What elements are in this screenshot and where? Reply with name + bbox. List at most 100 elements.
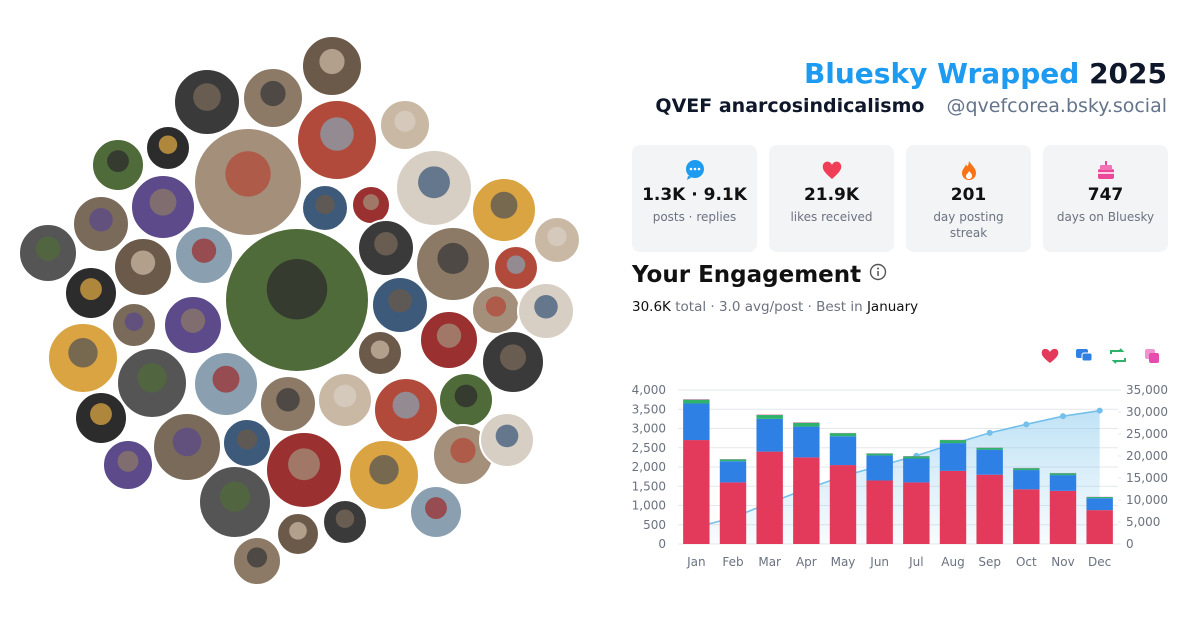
- avatar[interactable]: [517, 282, 575, 340]
- avatar-face: [289, 522, 307, 540]
- y-tick-label: 0: [658, 537, 666, 551]
- avatar-face: [333, 384, 357, 408]
- avatar[interactable]: [198, 465, 272, 539]
- total-label: total: [675, 299, 707, 315]
- avatar[interactable]: [102, 439, 154, 491]
- avatar[interactable]: [174, 225, 234, 285]
- avatar-face: [534, 295, 558, 319]
- avatar[interactable]: [242, 67, 304, 129]
- y-tick-label: 500: [643, 518, 666, 532]
- bar-segment: [1049, 490, 1077, 544]
- avatar[interactable]: [409, 485, 463, 539]
- bar-segment: [903, 458, 930, 483]
- y2-tick-label: 10,000: [1126, 493, 1168, 507]
- avatar[interactable]: [322, 499, 368, 545]
- avatar[interactable]: [111, 302, 157, 348]
- avatar[interactable]: [91, 138, 145, 192]
- avatar[interactable]: [379, 99, 431, 151]
- avatar[interactable]: [296, 99, 378, 181]
- avatar-face: [315, 194, 335, 215]
- avatar[interactable]: [163, 295, 223, 355]
- legend-glyph: [1110, 348, 1126, 364]
- icon: [1098, 161, 1114, 179]
- y2-tick-label: 25,000: [1126, 427, 1168, 441]
- brand: Bluesky Wrapped: [803, 57, 1080, 90]
- avatar[interactable]: [481, 330, 545, 394]
- profile: QVEF anarcosindicalismo @qvefcorea.bsky.s…: [655, 95, 1167, 117]
- legend-glyph: [1041, 348, 1059, 363]
- avatar[interactable]: [301, 35, 363, 97]
- avatar-face: [219, 481, 251, 512]
- avatar-face: [68, 338, 98, 368]
- y2-tick-label: 30,000: [1126, 405, 1168, 419]
- total: 30.6K: [632, 299, 671, 315]
- y-tick-label: 3,000: [632, 422, 666, 436]
- avatar-face: [137, 363, 167, 393]
- avatar[interactable]: [479, 412, 535, 468]
- avatar[interactable]: [301, 184, 349, 232]
- avatar[interactable]: [113, 237, 173, 297]
- avatar[interactable]: [351, 185, 391, 225]
- avatar[interactable]: [259, 375, 317, 433]
- avatar-face: [506, 255, 526, 274]
- stat-value: 21.9K: [803, 185, 860, 205]
- legend-icon[interactable]: [1041, 348, 1059, 363]
- bar-segment: [1086, 498, 1113, 511]
- legend-icon[interactable]: [1076, 349, 1093, 362]
- avatar[interactable]: [438, 372, 494, 428]
- bar-segment: [1013, 470, 1040, 490]
- avatar-face: [547, 226, 567, 247]
- avatar-face: [260, 80, 286, 107]
- avatar[interactable]: [224, 227, 370, 373]
- bar-segment: [1086, 510, 1113, 544]
- section-subtitle: 30.6K total · 3.0 avg/post · Best in Jan…: [632, 299, 918, 315]
- avatar[interactable]: [357, 219, 415, 277]
- legend-icon[interactable]: [1145, 349, 1159, 363]
- avatar[interactable]: [419, 310, 479, 370]
- avatar-face: [425, 497, 447, 520]
- avatar[interactable]: [265, 431, 343, 509]
- avatar[interactable]: [193, 351, 259, 417]
- avatar[interactable]: [74, 391, 128, 445]
- avatar-face: [320, 117, 354, 151]
- avatar[interactable]: [152, 412, 222, 482]
- info-icon[interactable]: [869, 263, 887, 281]
- handle: @qvefcorea.bsky.social: [946, 95, 1167, 117]
- avatar[interactable]: [415, 226, 491, 302]
- bar-segment: [719, 459, 747, 462]
- y2-tick-label: 0: [1126, 537, 1134, 551]
- avatar[interactable]: [173, 68, 241, 136]
- avatar[interactable]: [357, 330, 403, 376]
- avatar[interactable]: [18, 223, 78, 283]
- avatar[interactable]: [317, 372, 373, 428]
- avatar[interactable]: [395, 149, 473, 227]
- avatar[interactable]: [193, 127, 303, 237]
- avatar[interactable]: [64, 266, 118, 320]
- avatar[interactable]: [432, 424, 494, 486]
- avatar[interactable]: [471, 177, 537, 243]
- legend-glyph: [1149, 353, 1159, 363]
- avatar[interactable]: [348, 439, 420, 511]
- y-tick-label: 3,500: [632, 402, 666, 416]
- avatar[interactable]: [222, 418, 272, 468]
- avatar-face: [370, 340, 390, 359]
- legend-icon[interactable]: [1110, 348, 1126, 364]
- avatar[interactable]: [373, 377, 439, 443]
- stat-card: 747 days on Bluesky: [1043, 145, 1168, 252]
- section-title: Your Engagement: [632, 262, 887, 288]
- avatar[interactable]: [471, 285, 521, 335]
- avatar[interactable]: [145, 125, 191, 171]
- avatar[interactable]: [72, 195, 130, 253]
- avatar[interactable]: [533, 216, 581, 264]
- avatar[interactable]: [493, 245, 539, 291]
- avatar[interactable]: [371, 276, 429, 334]
- avatar[interactable]: [276, 512, 320, 556]
- bar-segment: [1049, 473, 1077, 476]
- avatar[interactable]: [47, 322, 119, 394]
- avatar[interactable]: [130, 174, 196, 240]
- avatar[interactable]: [116, 347, 188, 419]
- avatar[interactable]: [232, 536, 282, 586]
- bar-segment: [866, 453, 893, 456]
- y-tick-label: 4,000: [632, 383, 666, 397]
